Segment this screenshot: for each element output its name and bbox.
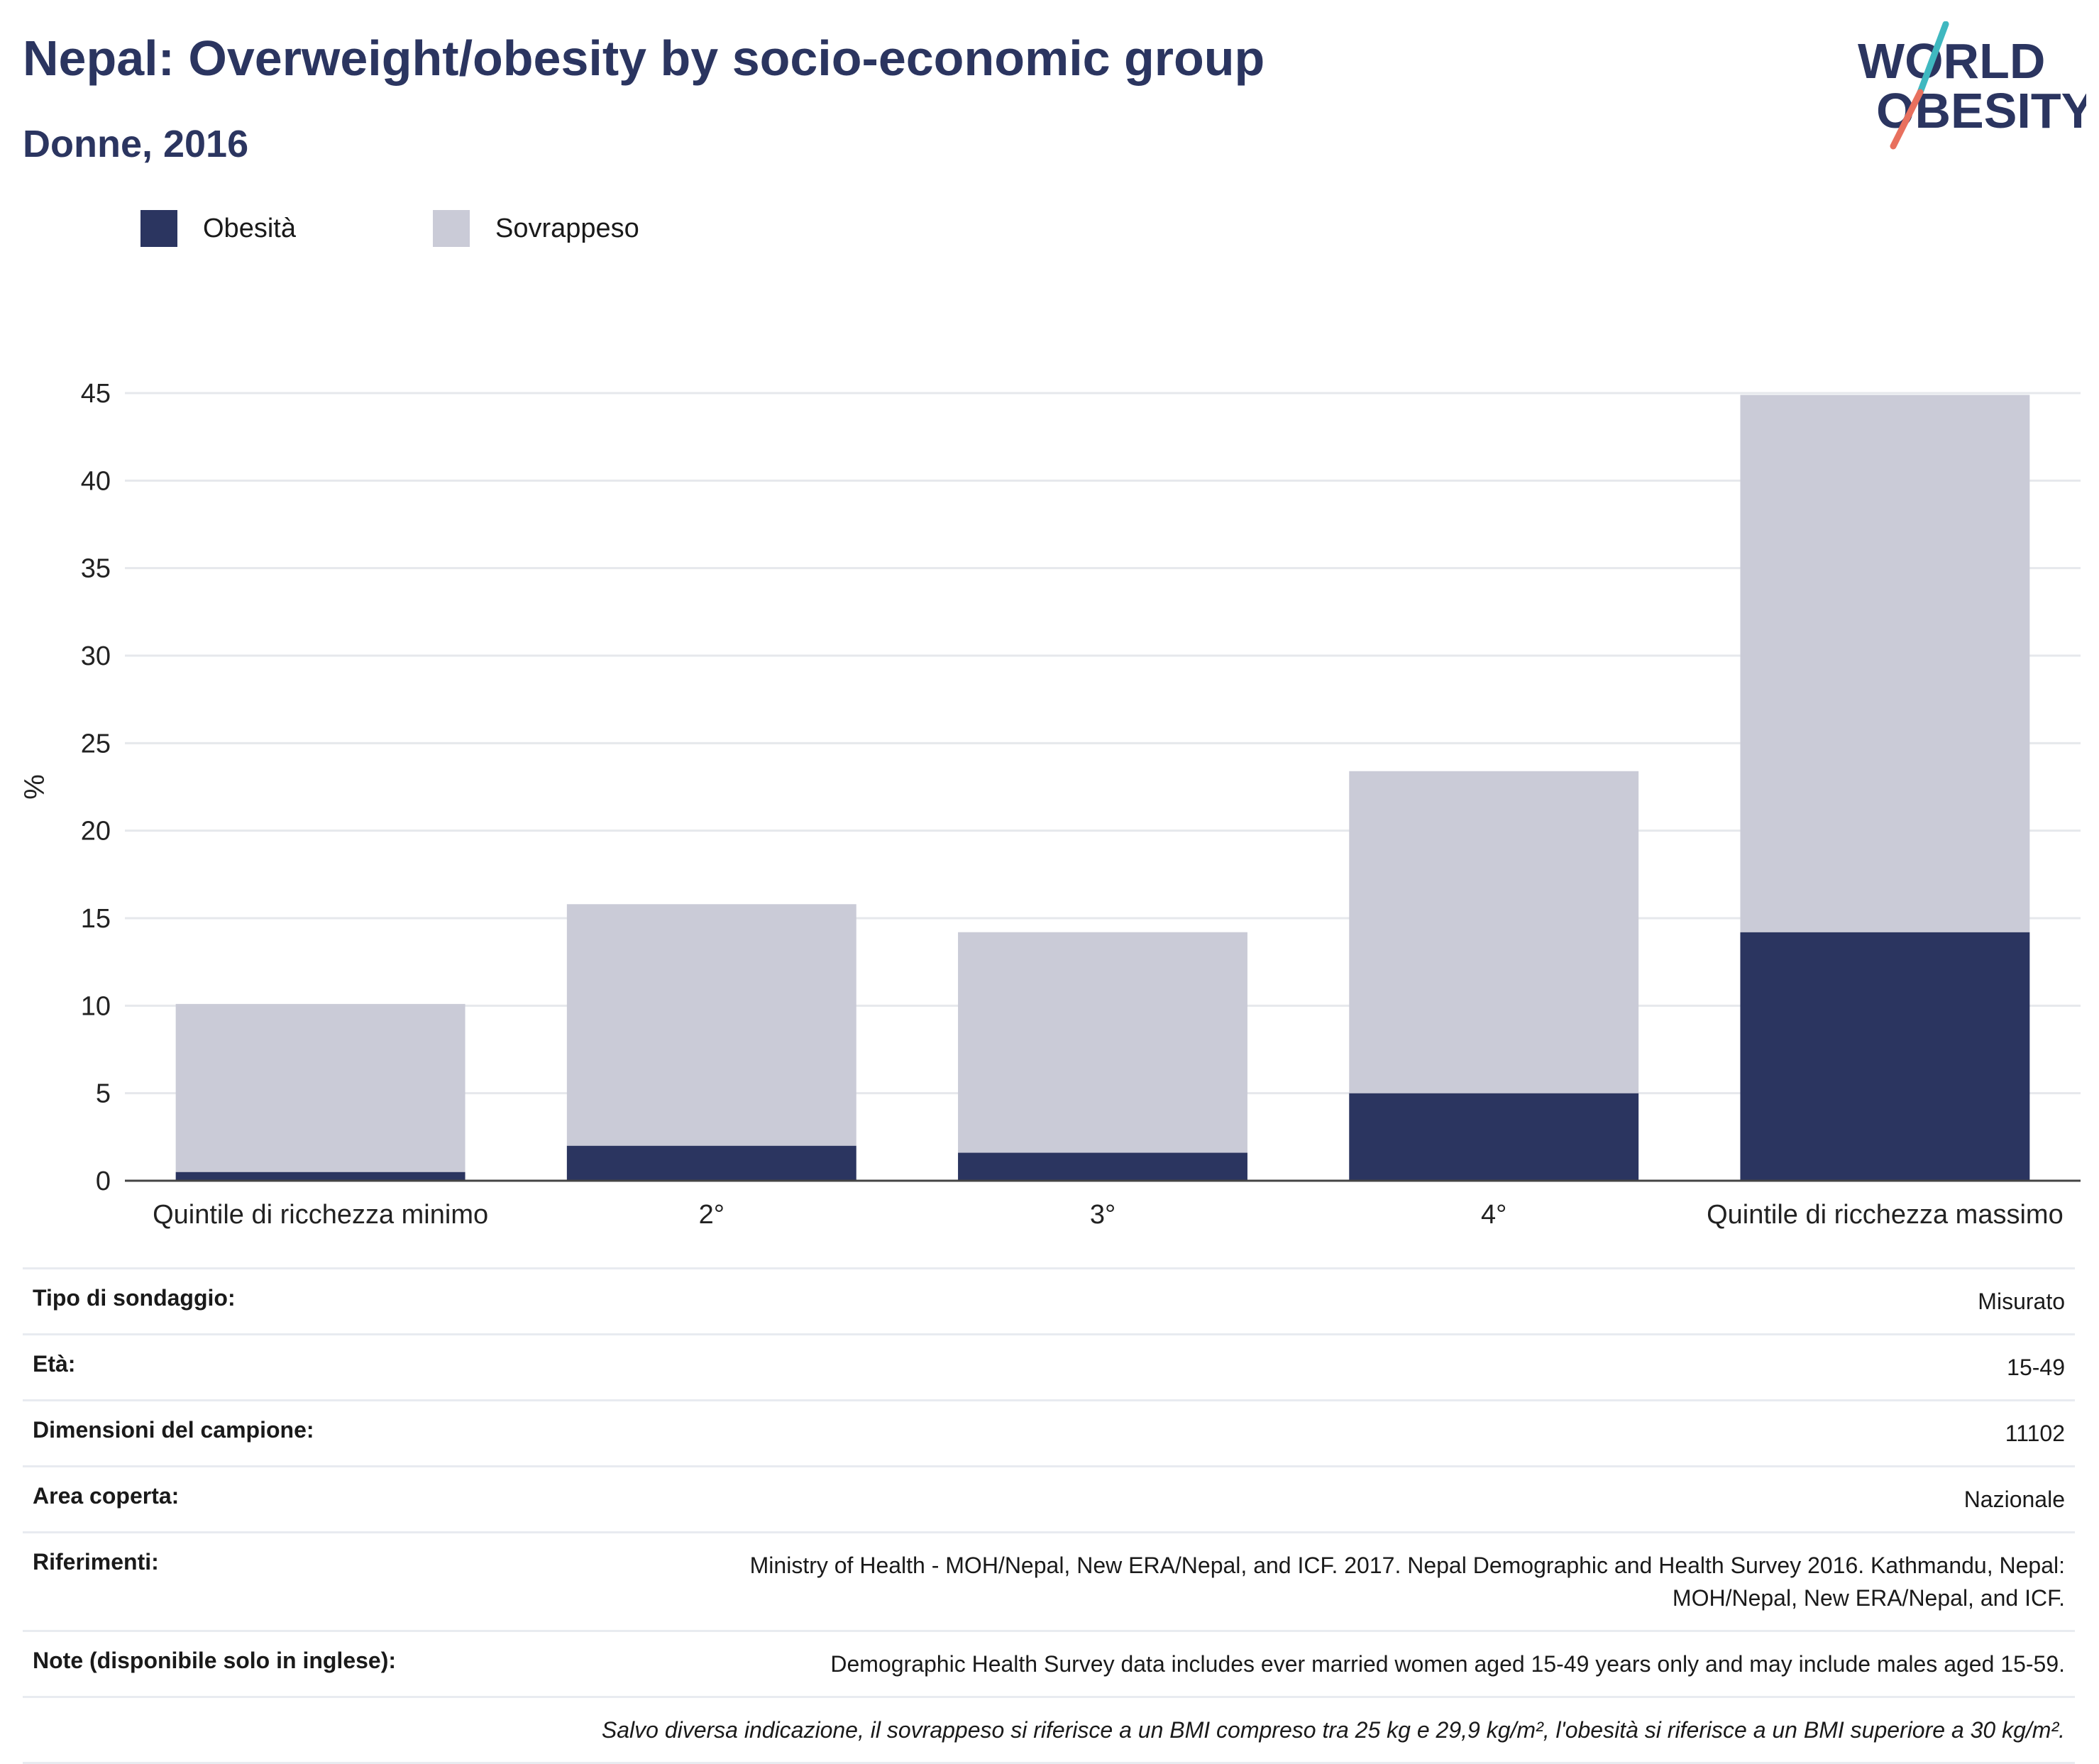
y-tick-label: 35 [81,554,111,584]
x-tick-label: 3° [1090,1200,1115,1230]
legend-swatch-overweight [433,210,470,247]
page-subtitle: Donne, 2016 [23,123,249,165]
logo-slash-coral [1890,89,1924,150]
info-row-footnote: Salvo diversa indicazione, il sovrappeso… [23,1696,2075,1764]
info-row: Età: 15-49 [23,1333,2075,1399]
info-value: Nazionale [1963,1487,2065,1512]
legend-item-overweight: Sovrappeso [433,210,639,247]
y-axis-title: % [19,774,50,800]
info-row: Riferimenti: Ministry of Health - MOH/Nep… [23,1531,2075,1630]
bar-overweight [175,1003,465,1172]
bar-obesity [1349,1093,1639,1181]
info-label: Tipo di sondaggio: [33,1285,236,1311]
survey-info-table: Tipo di sondaggio: Misurato Età: 15-49 Dimen… [23,1267,2075,1764]
legend-swatch-obesity [141,210,177,247]
bars [175,395,2030,1181]
bar-overweight [958,932,1247,1153]
x-tick-label: Quintile di ricchezza massimo [1707,1200,2064,1230]
y-axis-ticks: 0 5 10 15 20 25 30 35 40 45 [81,379,111,1196]
bar-overweight [1349,771,1639,1093]
y-tick-label: 10 [81,991,111,1021]
info-value-line: Ministry of Health - MOH/Nepal, New ERA/… [749,1553,2065,1578]
bar-obesity [958,1152,1247,1181]
logo-slash-teal [1917,21,1949,96]
y-tick-label: 45 [81,379,111,409]
logo-text-world: WORLD [1858,33,2045,89]
info-value: Demographic Health Survey data includes … [830,1651,2065,1677]
stacked-bar-chart: 0 5 10 15 20 25 30 35 40 45 Quintile di ricchezza… [19,379,2081,1230]
x-axis-ticks: Quintile di ricchezza minimo 2° 3° 4° Quinti… [153,1200,2064,1230]
bar-overweight [566,904,856,1146]
info-value: Misurato [1978,1289,2065,1314]
x-tick-label: 2° [699,1200,725,1230]
info-value-line: MOH/Nepal, New ERA/Nepal, and ICF. [1672,1585,2065,1611]
y-tick-label: 0 [96,1167,111,1196]
info-value: 15-49 [2007,1355,2065,1380]
y-tick-label: 25 [81,729,111,759]
info-label: Riferimenti: [33,1549,159,1575]
info-label: Area coperta: [33,1483,180,1509]
legend-label-obesity: Obesità [203,213,296,243]
info-label: Note (disponibile solo in inglese): [33,1648,397,1673]
y-tick-label: 15 [81,904,111,934]
y-tick-label: 5 [96,1079,111,1109]
info-row: Tipo di sondaggio: Misurato [23,1267,2075,1333]
info-row: Area coperta: Nazionale [23,1465,2075,1531]
bar-obesity [566,1145,856,1181]
y-tick-label: 40 [81,466,111,496]
world-obesity-logo: WORLD OBESITY [1858,21,2086,150]
info-label: Età: [33,1351,76,1377]
legend-label-overweight: Sovrappeso [495,213,639,243]
bmi-footnote: Salvo diversa indicazione, il sovrappeso… [601,1717,2065,1743]
bar-obesity [1740,932,2030,1181]
info-label: Dimensioni del campione: [33,1417,314,1443]
info-row: Note (disponibile solo in inglese): Demog… [23,1630,2075,1696]
info-value: Ministry of Health - MOH/Nepal, New ERA/… [750,1549,2065,1614]
x-tick-label: 4° [1481,1200,1506,1230]
legend-item-obesity: Obesità [141,210,296,247]
x-tick-label: Quintile di ricchezza minimo [153,1200,488,1230]
info-row: Dimensioni del campione: 11102 [23,1399,2075,1465]
bar-overweight [1740,395,2030,932]
bar-obesity [175,1172,465,1181]
info-value: 11102 [2005,1421,2065,1446]
y-tick-label: 20 [81,817,111,847]
page-title: Nepal: Overweight/obesity by socio-econo… [23,31,1265,86]
y-tick-label: 30 [81,641,111,671]
